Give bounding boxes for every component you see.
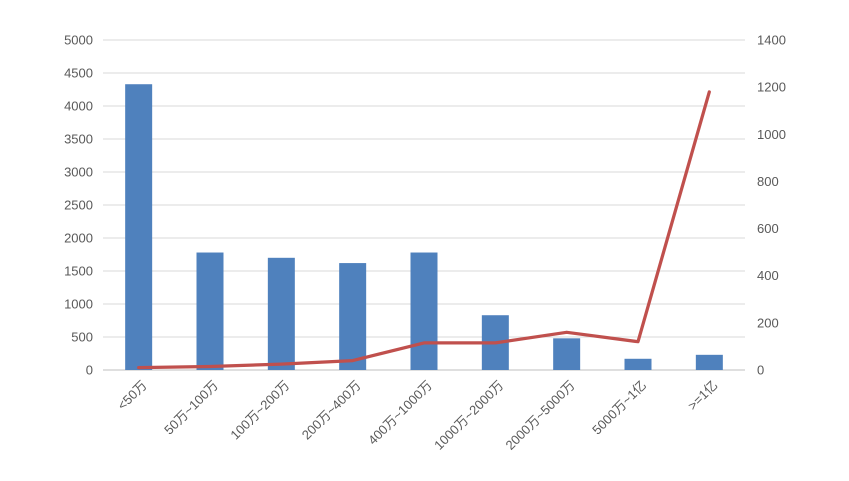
category-label: 2000万~5000万 bbox=[503, 378, 578, 453]
category-label: 200万~400万 bbox=[299, 378, 364, 443]
bar bbox=[553, 338, 581, 370]
category-label: <50万 bbox=[114, 378, 149, 413]
right-axis-tick-label: 1000 bbox=[757, 127, 786, 142]
left-axis-tick-label: 2500 bbox=[64, 198, 93, 213]
left-axis-tick-label: 3000 bbox=[64, 165, 93, 180]
left-axis-tick-label: 3500 bbox=[64, 132, 93, 147]
bar bbox=[267, 257, 295, 370]
right-axis-tick-label: 800 bbox=[757, 174, 779, 189]
category-label: 1000万~2000万 bbox=[431, 378, 506, 453]
left-axis-tick-label: 4500 bbox=[64, 66, 93, 81]
line-series bbox=[137, 90, 711, 370]
left-axis-tick-label: 1500 bbox=[64, 264, 93, 279]
right-axis-tick-label: 600 bbox=[757, 221, 779, 236]
left-axis-tick-label: 0 bbox=[86, 363, 93, 378]
category-label: 5000万~1亿 bbox=[589, 378, 649, 438]
left-axis-tick-label: 5000 bbox=[64, 33, 93, 48]
category-label: 50万~100万 bbox=[161, 378, 221, 438]
bar bbox=[339, 263, 367, 370]
bar bbox=[125, 84, 153, 370]
left-axis-tick-label: 2000 bbox=[64, 231, 93, 246]
left-axis-tick-label: 1000 bbox=[64, 297, 93, 312]
bar bbox=[410, 252, 438, 370]
category-label: >=1亿 bbox=[685, 378, 721, 414]
bar bbox=[695, 354, 723, 370]
right-axis-tick-label: 400 bbox=[757, 268, 779, 283]
left-axis-tick-label: 500 bbox=[71, 330, 93, 345]
right-axis-tick-label: 200 bbox=[757, 315, 779, 330]
category-label: 400万~1000万 bbox=[365, 378, 435, 448]
category-label: 100万~200万 bbox=[227, 378, 292, 443]
bar bbox=[196, 252, 224, 370]
left-axis-tick-label: 4000 bbox=[64, 99, 93, 114]
right-axis-tick-label: 0 bbox=[757, 363, 764, 378]
right-axis-tick-label: 1400 bbox=[757, 33, 786, 48]
bar bbox=[624, 358, 652, 370]
right-axis-tick-label: 1200 bbox=[757, 80, 786, 95]
